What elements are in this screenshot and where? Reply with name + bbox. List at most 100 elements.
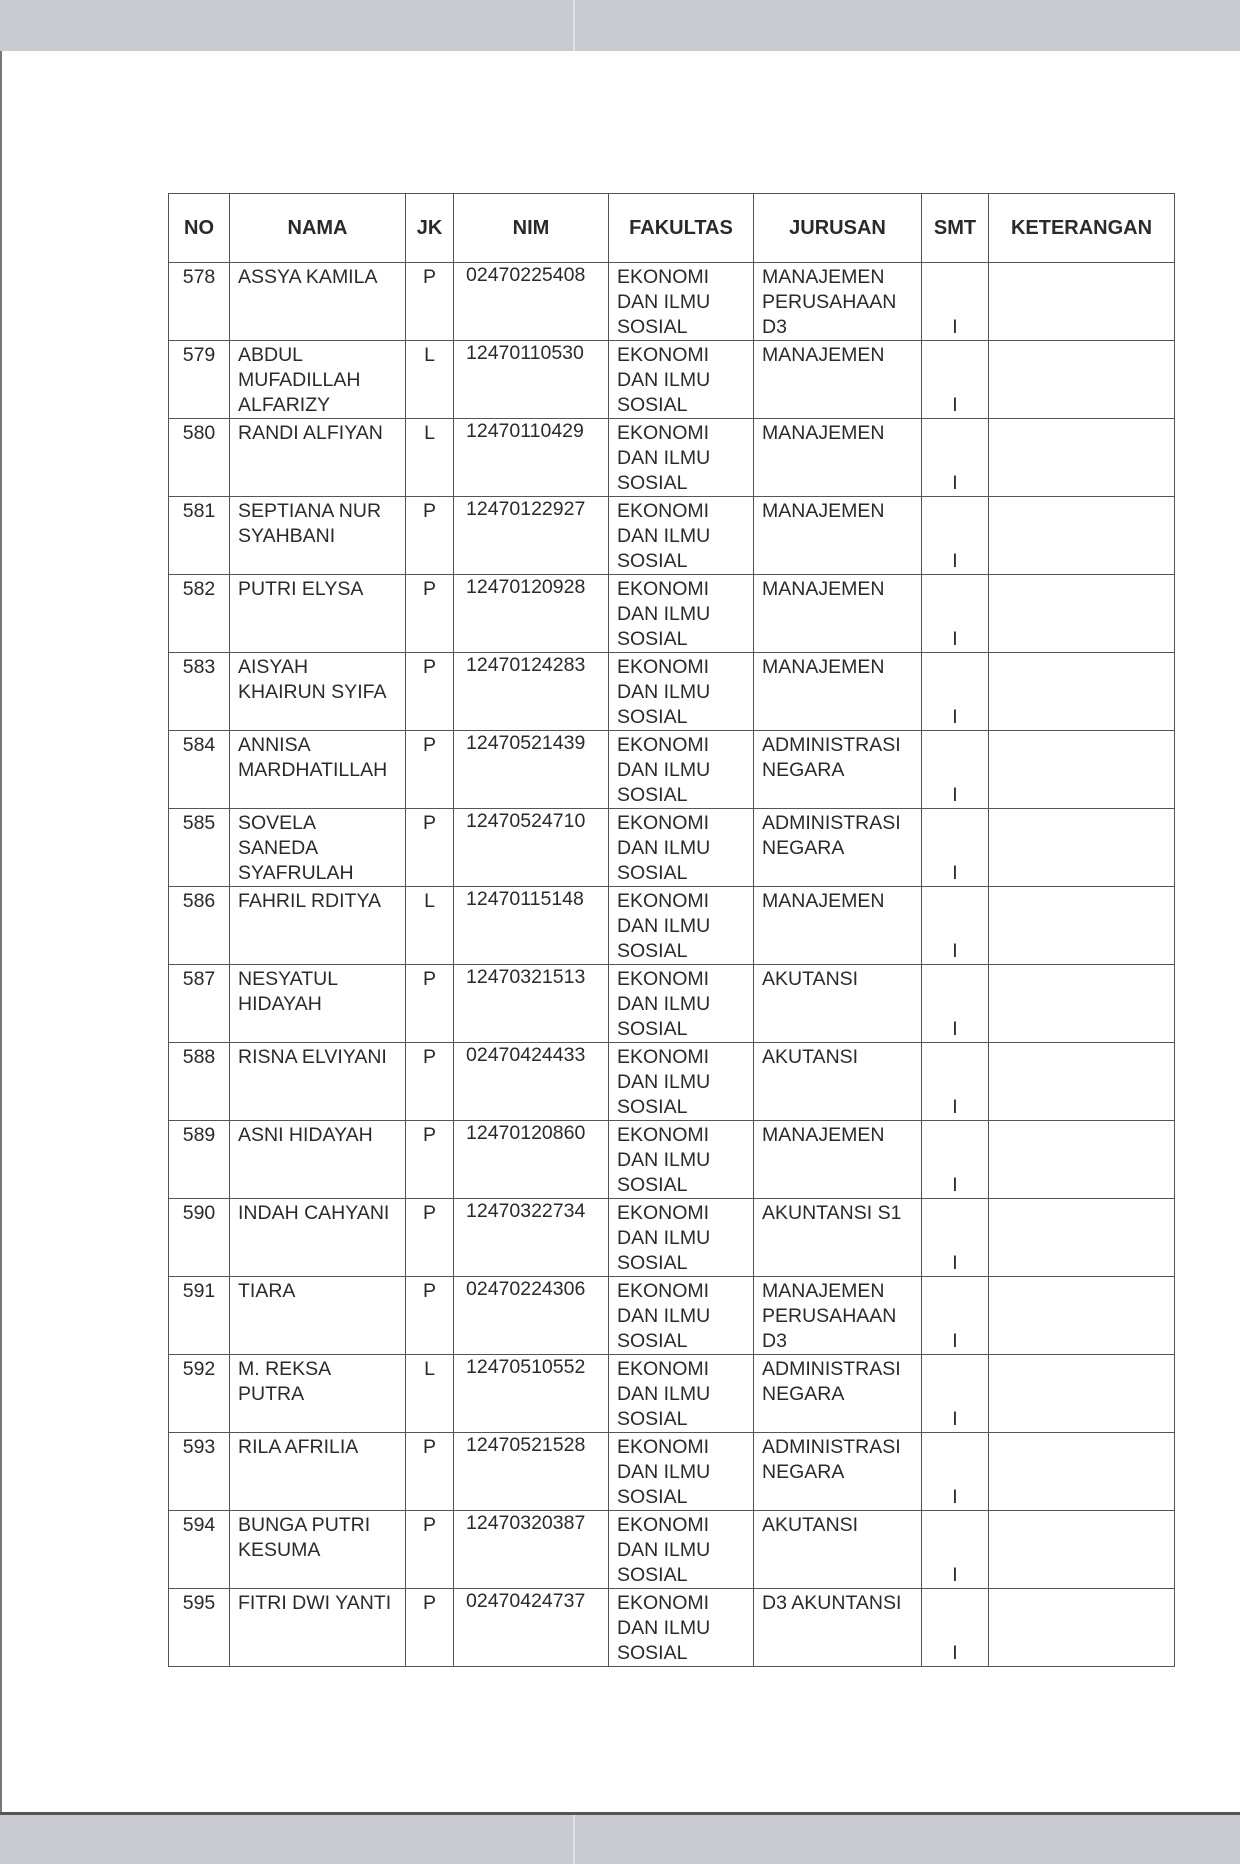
cell-nama: ASNI HIDAYAH xyxy=(229,1120,406,1199)
cell-nama: SEPTIANA NUR SYAHBANI xyxy=(229,496,406,575)
cell-fakultas: EKONOMI DAN ILMU SOSIAL xyxy=(608,496,754,575)
cell-jk: L xyxy=(405,1354,454,1433)
cell-nim: 12470110530 xyxy=(453,340,609,419)
cell-no: 582 xyxy=(168,574,230,653)
scan-divider xyxy=(573,0,575,51)
cell-jurusan: ADMINISTRASI NEGARA xyxy=(753,1354,922,1433)
cell-smt: I xyxy=(921,1198,989,1277)
cell-nim: 12470122927 xyxy=(453,496,609,575)
cell-fakultas: EKONOMI DAN ILMU SOSIAL xyxy=(608,730,754,809)
table-row: 587 NESYATUL HIDAYAH P 12470321513 EKONOMI D… xyxy=(168,964,1175,1043)
table-row: 592 M. REKSA PUTRA L 12470510552 EKONOMI DAN… xyxy=(168,1354,1175,1433)
table-row: 593 RILA AFRILIA P 12470521528 EKONOMI DAN I… xyxy=(168,1432,1175,1511)
cell-nim: 02470225408 xyxy=(453,262,609,341)
cell-smt: I xyxy=(921,1588,989,1667)
cell-jk: P xyxy=(405,808,454,887)
table-row: 588 RISNA ELVIYANI P 02470424433 EKONOMI DAN… xyxy=(168,1042,1175,1121)
cell-smt: I xyxy=(921,340,989,419)
cell-no: 587 xyxy=(168,964,230,1043)
cell-smt: I xyxy=(921,886,989,965)
cell-nim: 12470320387 xyxy=(453,1510,609,1589)
cell-jurusan: MANAJEMEN xyxy=(753,886,922,965)
cell-nama: SOVELA SANEDA SYAFRULAH xyxy=(229,808,406,887)
cell-nama: FAHRIL RDITYA xyxy=(229,886,406,965)
table-row: 583 AISYAH KHAIRUN SYIFA P 12470124283 EKONO… xyxy=(168,652,1175,731)
cell-fakultas: EKONOMI DAN ILMU SOSIAL xyxy=(608,418,754,497)
header-jk: JK xyxy=(405,193,454,263)
scan-left-edge xyxy=(0,51,2,1812)
cell-fakultas: EKONOMI DAN ILMU SOSIAL xyxy=(608,964,754,1043)
cell-smt: I xyxy=(921,574,989,653)
cell-no: 578 xyxy=(168,262,230,341)
cell-no: 595 xyxy=(168,1588,230,1667)
cell-smt: I xyxy=(921,1276,989,1355)
cell-no: 589 xyxy=(168,1120,230,1199)
cell-fakultas: EKONOMI DAN ILMU SOSIAL xyxy=(608,652,754,731)
cell-fakultas: EKONOMI DAN ILMU SOSIAL xyxy=(608,1510,754,1589)
cell-jurusan: D3 AKUNTANSI xyxy=(753,1588,922,1667)
cell-smt: I xyxy=(921,964,989,1043)
cell-jurusan: MANAJEMEN PERUSAHAAN D3 xyxy=(753,262,922,341)
cell-keterangan xyxy=(988,1276,1175,1355)
cell-nim: 02470224306 xyxy=(453,1276,609,1355)
cell-nama: RANDI ALFIYAN xyxy=(229,418,406,497)
cell-jk: P xyxy=(405,1042,454,1121)
cell-nim: 12470322734 xyxy=(453,1198,609,1277)
cell-jurusan: MANAJEMEN xyxy=(753,340,922,419)
cell-fakultas: EKONOMI DAN ILMU SOSIAL xyxy=(608,1198,754,1277)
cell-nim: 12470120860 xyxy=(453,1120,609,1199)
scan-divider xyxy=(573,1815,575,1864)
header-nama: NAMA xyxy=(229,193,406,263)
cell-nim: 12470115148 xyxy=(453,886,609,965)
cell-smt: I xyxy=(921,1354,989,1433)
cell-keterangan xyxy=(988,1042,1175,1121)
cell-fakultas: EKONOMI DAN ILMU SOSIAL xyxy=(608,1120,754,1199)
header-jurusan: JURUSAN xyxy=(753,193,922,263)
cell-smt: I xyxy=(921,496,989,575)
cell-fakultas: EKONOMI DAN ILMU SOSIAL xyxy=(608,262,754,341)
cell-nama: FITRI DWI YANTI xyxy=(229,1588,406,1667)
cell-nama: TIARA xyxy=(229,1276,406,1355)
cell-jk: P xyxy=(405,1198,454,1277)
cell-smt: I xyxy=(921,808,989,887)
cell-keterangan xyxy=(988,418,1175,497)
cell-jurusan: ADMINISTRASI NEGARA xyxy=(753,1432,922,1511)
cell-nama: ABDUL MUFADILLAH ALFARIZY xyxy=(229,340,406,419)
cell-nama: PUTRI ELYSA xyxy=(229,574,406,653)
header-nim: NIM xyxy=(453,193,609,263)
cell-no: 588 xyxy=(168,1042,230,1121)
table-row: 582 PUTRI ELYSA P 12470120928 EKONOMI DAN IL… xyxy=(168,574,1175,653)
cell-jk: L xyxy=(405,340,454,419)
table-row: 584 ANNISA MARDHATILLAH P 12470521439 EKONOM… xyxy=(168,730,1175,809)
table-row: 579 ABDUL MUFADILLAH ALFARIZY L 12470110530… xyxy=(168,340,1175,419)
cell-nama: RISNA ELVIYANI xyxy=(229,1042,406,1121)
cell-no: 593 xyxy=(168,1432,230,1511)
cell-fakultas: EKONOMI DAN ILMU SOSIAL xyxy=(608,1588,754,1667)
cell-keterangan xyxy=(988,574,1175,653)
cell-jk: L xyxy=(405,418,454,497)
cell-nama: INDAH CAHYANI xyxy=(229,1198,406,1277)
cell-nama: AISYAH KHAIRUN SYIFA xyxy=(229,652,406,731)
cell-keterangan xyxy=(988,730,1175,809)
cell-keterangan xyxy=(988,262,1175,341)
table-row: 586 FAHRIL RDITYA L 12470115148 EKONOMI DAN … xyxy=(168,886,1175,965)
student-table: NO NAMA JK NIM FAKULTAS JURUSAN SMT KETE… xyxy=(168,193,1175,1667)
cell-jk: P xyxy=(405,652,454,731)
cell-nim: 12470120928 xyxy=(453,574,609,653)
cell-fakultas: EKONOMI DAN ILMU SOSIAL xyxy=(608,1432,754,1511)
cell-jurusan: MANAJEMEN xyxy=(753,418,922,497)
cell-jk: P xyxy=(405,1432,454,1511)
cell-jk: P xyxy=(405,730,454,809)
cell-smt: I xyxy=(921,730,989,809)
cell-nama: RILA AFRILIA xyxy=(229,1432,406,1511)
cell-keterangan xyxy=(988,808,1175,887)
cell-keterangan xyxy=(988,964,1175,1043)
cell-nama: ANNISA MARDHATILLAH xyxy=(229,730,406,809)
cell-smt: I xyxy=(921,1120,989,1199)
table-row: 578 ASSYA KAMILA P 02470225408 EKONOMI DAN I… xyxy=(168,262,1175,341)
cell-jurusan: MANAJEMEN xyxy=(753,574,922,653)
cell-fakultas: EKONOMI DAN ILMU SOSIAL xyxy=(608,1042,754,1121)
cell-nim: 12470124283 xyxy=(453,652,609,731)
cell-jk: P xyxy=(405,262,454,341)
cell-no: 581 xyxy=(168,496,230,575)
